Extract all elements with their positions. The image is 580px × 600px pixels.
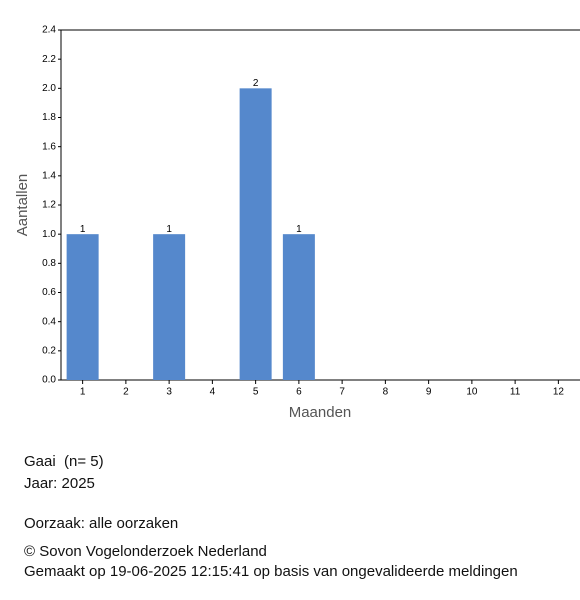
x-tick-label: 10 <box>466 387 478 398</box>
x-axis-label: Maanden <box>289 404 352 421</box>
data-label: 2 <box>253 78 259 89</box>
y-tick-label: 1.0 <box>42 229 56 240</box>
y-tick-label: 0.6 <box>42 287 56 298</box>
x-tick-label: 7 <box>339 387 345 398</box>
x-tick-label: 12 <box>553 387 565 398</box>
x-tick-label: 3 <box>166 387 172 398</box>
info-line: Gemaakt op 19-06-2025 12:15:41 op basis … <box>24 563 518 580</box>
x-tick-label: 6 <box>296 387 302 398</box>
bar <box>153 234 186 380</box>
y-tick-label: 1.2 <box>42 200 56 211</box>
y-tick-label: 1.6 <box>42 141 56 152</box>
data-label: 1 <box>296 224 302 235</box>
x-tick-label: 5 <box>253 387 259 398</box>
y-tick-label: 0.2 <box>42 345 56 356</box>
x-tick-label: 11 <box>510 387 521 398</box>
info-line: Jaar: 2025 <box>24 475 95 492</box>
info-line: © Sovon Vogelonderzoek Nederland <box>24 543 267 560</box>
y-tick-label: 0.0 <box>42 375 56 386</box>
info-line: Gaai (n= 5) <box>24 453 104 470</box>
x-tick-label: 2 <box>123 387 129 398</box>
y-tick-label: 2.4 <box>42 25 56 36</box>
info-line: Oorzaak: alle oorzaken <box>24 515 178 532</box>
bar <box>239 88 272 380</box>
x-tick-label: 9 <box>426 387 432 398</box>
y-tick-label: 0.8 <box>42 258 56 269</box>
y-tick-label: 1.8 <box>42 112 56 123</box>
x-tick-label: 4 <box>210 387 216 398</box>
y-tick-label: 0.4 <box>42 316 56 327</box>
x-tick-label: 1 <box>80 387 86 398</box>
x-tick-label: 8 <box>383 387 389 398</box>
bar <box>282 234 315 380</box>
data-label: 1 <box>80 224 86 235</box>
y-tick-label: 1.4 <box>42 170 56 181</box>
y-axis-label: Aantallen <box>14 174 31 237</box>
y-tick-label: 2.0 <box>42 83 56 94</box>
y-tick-label: 2.2 <box>42 54 56 65</box>
bar <box>66 234 99 380</box>
data-label: 1 <box>166 224 172 235</box>
